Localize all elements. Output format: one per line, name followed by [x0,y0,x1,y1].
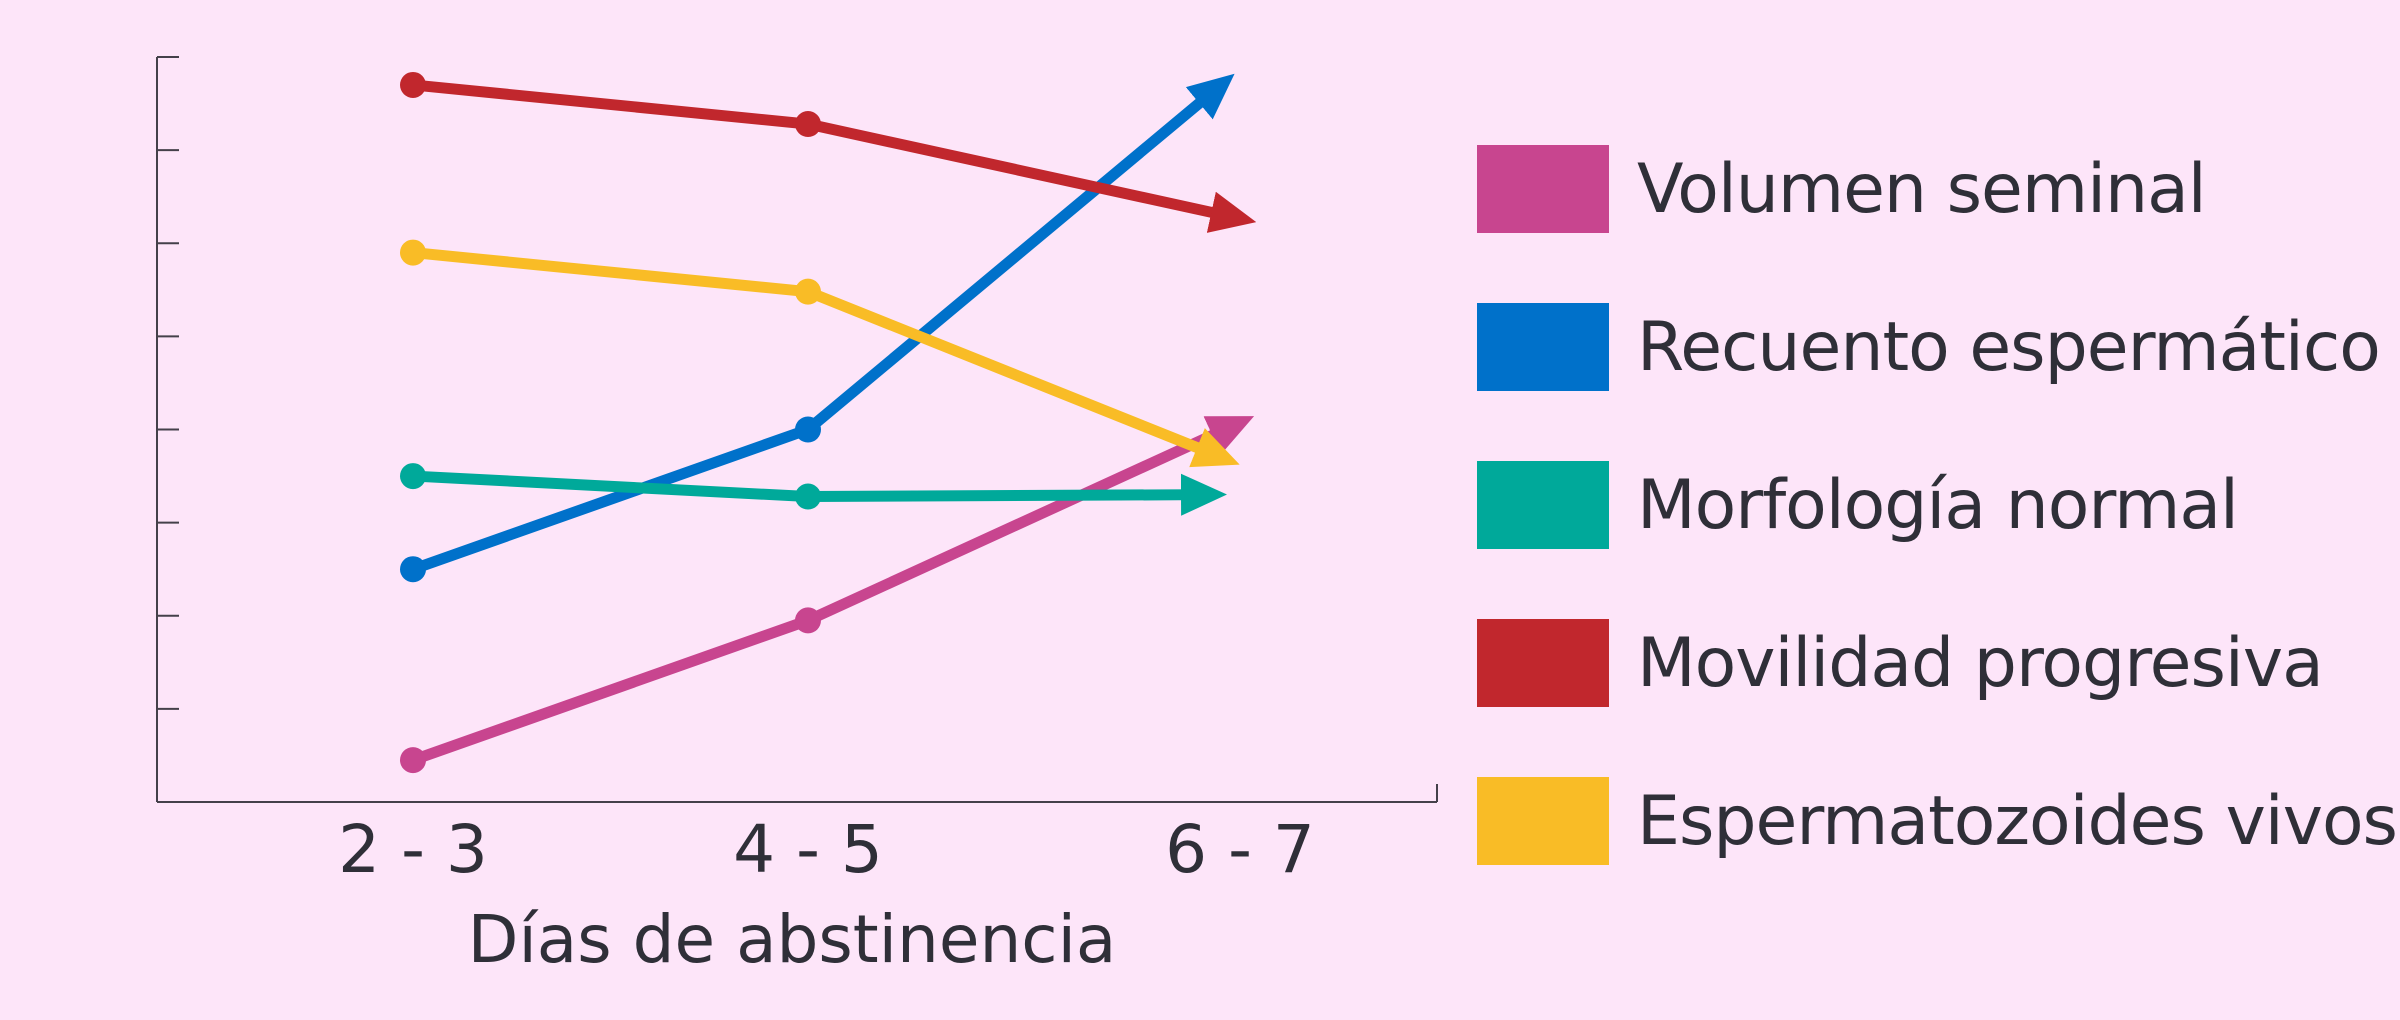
series-movilidad-progresiva [400,71,1257,233]
series-arrow-segment [802,416,1255,626]
data-point [400,556,426,583]
series-arrow-segment [802,473,1227,516]
legend-swatch [1477,461,1609,549]
data-point [400,239,426,266]
data-point [795,278,821,305]
series-segment [407,424,814,575]
x-tick-labels: 2 - 3 4 - 5 6 - 7 [338,811,1315,888]
legend-label: Movilidad progresiva [1637,623,2324,703]
legend-swatch [1477,777,1609,865]
legend-item: Volumen seminal [1477,145,2377,233]
data-point [795,111,821,138]
x-tick-label: 6 - 7 [1165,811,1315,888]
series-morfologia-normal [400,463,1227,516]
series-volumen-seminal [400,416,1255,774]
legend-swatch [1477,145,1609,233]
legend-swatch [1477,303,1609,391]
legend-item: Recuento espermático [1477,303,2381,391]
chart-axes [156,56,1438,803]
x-tick-label: 4 - 5 [733,811,883,888]
x-axis-title: Días de abstinencia [468,901,1117,978]
series-layer [400,71,1257,774]
legend-swatch [1477,619,1609,707]
data-point [400,71,426,98]
series-segment [407,79,814,130]
legend-label: Volumen seminal [1637,149,2207,229]
legend-label: Espermatozoides vivos [1637,781,2398,861]
data-point [400,747,426,774]
legend-item: Movilidad progresiva [1477,619,2377,707]
data-point [795,416,821,443]
legend-item: Espermatozoides vivos [1477,777,2398,865]
series-arrow-segment [802,118,1257,233]
legend-label: Morfología normal [1637,465,2239,545]
line-chart: 2 - 3 4 - 5 6 - 7 Días de abstinencia [156,56,1438,978]
data-point [795,607,821,634]
legend-label: Recuento espermático [1637,307,2381,387]
series-segment [407,470,814,503]
series-segment [407,247,814,298]
series-segment [407,614,814,766]
series-espermatozoides-vivos [400,239,1240,468]
x-tick-label: 2 - 3 [338,811,488,888]
chart-legend: Volumen seminal Recuento espermático Morfo… [1477,145,2398,935]
series-arrow-segment [802,286,1240,468]
series-arrow-segment [802,73,1235,435]
data-point [795,483,821,510]
legend-item: Morfología normal [1477,461,2377,549]
series-recuento-espermatico [400,73,1235,583]
data-point [400,463,426,490]
